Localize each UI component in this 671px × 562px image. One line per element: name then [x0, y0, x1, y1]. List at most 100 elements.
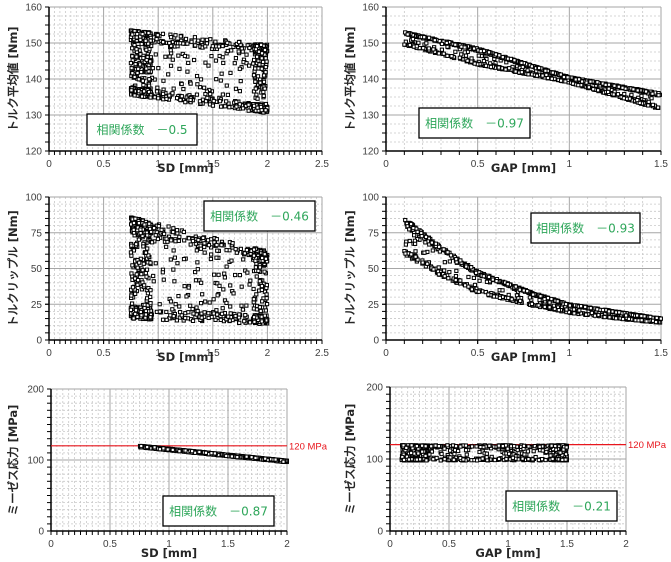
data-point [412, 233, 417, 238]
data-point [214, 308, 219, 313]
data-point [208, 91, 213, 97]
data-point [130, 46, 135, 51]
x-tick-label: 0 [46, 348, 52, 359]
data-point [145, 246, 150, 251]
data-point [212, 240, 217, 245]
data-point [262, 252, 267, 257]
data-point [230, 241, 235, 246]
data-point [521, 288, 526, 293]
data-point [156, 96, 161, 101]
data-point [252, 103, 257, 108]
data-point [164, 244, 169, 249]
data-point [211, 297, 216, 302]
data-point [254, 274, 259, 279]
data-point [221, 60, 226, 66]
data-point [420, 260, 425, 265]
data-point [148, 294, 153, 300]
data-point [176, 293, 181, 299]
correlation-annotation: 相関係数 －0.93 [530, 212, 641, 244]
data-point [148, 38, 153, 43]
data-point [186, 285, 191, 290]
data-point [129, 293, 134, 298]
data-point [555, 299, 560, 304]
data-point [206, 315, 211, 321]
data-point [169, 238, 174, 243]
data-point [635, 97, 640, 103]
data-point [246, 108, 251, 113]
data-point [497, 295, 503, 300]
data-point [148, 59, 153, 64]
data-point [138, 227, 143, 232]
data-point [606, 82, 612, 87]
data-point [183, 315, 188, 321]
data-point [143, 38, 148, 43]
data-point [196, 38, 201, 43]
data-point [589, 310, 595, 316]
data-point [620, 316, 626, 322]
reference-line-label: 120 MPa [628, 440, 667, 451]
data-point [142, 89, 147, 94]
x-tick-label: 1 [166, 539, 172, 550]
data-point [171, 226, 176, 231]
data-point [500, 288, 505, 293]
data-point [129, 301, 135, 306]
data-point [413, 249, 418, 254]
data-point [135, 70, 140, 76]
data-point [144, 57, 149, 63]
data-point [471, 46, 477, 51]
data-point [490, 277, 495, 282]
data-point [152, 445, 157, 450]
data-point [244, 52, 249, 57]
data-point [251, 297, 256, 302]
annotation-label: 相関係数 [96, 122, 156, 137]
data-point [245, 270, 250, 275]
annotation-value: －0.87 [229, 505, 268, 519]
data-point [132, 42, 137, 48]
data-point [224, 248, 229, 253]
data-point [190, 306, 195, 312]
data-point [162, 231, 167, 237]
data-point [236, 39, 242, 45]
data-point [182, 53, 188, 59]
data-point [142, 305, 147, 311]
data-point [227, 105, 232, 110]
scatter-points [399, 443, 569, 463]
data-point [413, 254, 418, 259]
data-point [136, 66, 141, 71]
data-point [445, 53, 450, 58]
data-point [195, 308, 200, 314]
chart-torque-avg-vs-sd: 0 0.5 1 1.5 2 2.5 120 130 140 150 160 SD [mm] トルク平均値… [6, 3, 329, 176]
data-point [174, 228, 180, 233]
data-point [621, 96, 626, 101]
data-point [205, 238, 211, 243]
data-point [170, 447, 175, 452]
data-point [469, 59, 474, 64]
data-point [260, 299, 265, 304]
data-point [186, 310, 191, 315]
data-point [497, 53, 502, 58]
data-point [138, 309, 143, 315]
annotation-label: 相関係数 [210, 209, 270, 224]
data-point [263, 308, 268, 313]
data-point [226, 101, 231, 106]
data-point [525, 289, 530, 294]
x-tick-label: 1.5 [206, 159, 220, 170]
data-point [146, 30, 151, 36]
data-point [201, 235, 206, 241]
data-point [157, 309, 162, 314]
data-point [472, 61, 477, 66]
data-point [419, 233, 424, 239]
data-point [454, 268, 459, 273]
data-point [244, 61, 249, 66]
data-point [246, 102, 251, 107]
data-point [148, 260, 153, 265]
data-point [154, 36, 159, 42]
data-point [161, 40, 166, 45]
data-point [607, 315, 612, 320]
data-point [263, 70, 268, 75]
data-point [583, 312, 589, 317]
data-point [203, 44, 208, 49]
data-point [193, 269, 198, 275]
data-point [242, 319, 247, 324]
x-tick-label: 1.5 [654, 159, 668, 170]
